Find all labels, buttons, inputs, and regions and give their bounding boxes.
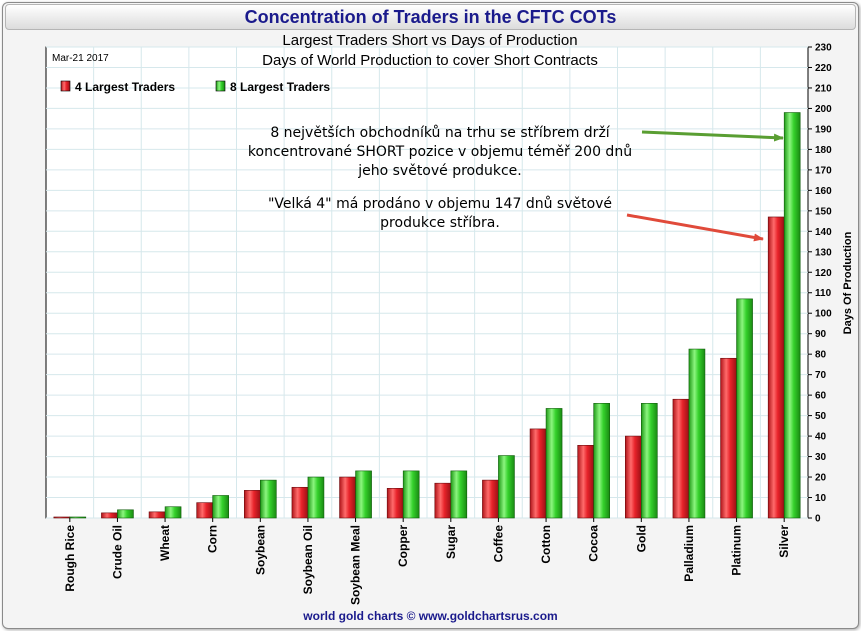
x-tick-label: Palladium [682,525,696,582]
y-tick-label: 30 [815,452,827,463]
bar-4-largest-gold [625,435,642,519]
legend-label-4-largest: 4 Largest Traders [75,80,175,94]
y-tick-label: 10 [815,493,827,504]
bar-4-largest-copper [386,488,404,519]
bar-4-largest-cotton [529,428,547,519]
y-tick-label: 20 [815,473,827,484]
y-tick-label: 230 [815,43,832,54]
y-tick-label: 180 [815,145,832,156]
legend-swatch-green [215,80,226,92]
y-tick-label: 70 [815,370,827,381]
y-tick-label: 0 [815,514,821,525]
y-tick-label: 90 [815,329,827,340]
bar-4-largest-cocoa [577,445,594,519]
footer-credit: world gold charts © www.goldchartsrus.co… [303,609,558,623]
bar-8-largest-corn [212,495,229,519]
bar-4-largest-wheat [148,511,166,519]
y-tick-label: 170 [815,165,832,176]
chart-date: Mar-21 2017 [52,53,109,64]
x-tick-label: Soybean [253,525,267,575]
y-tick-label: 150 [815,206,832,217]
bar-4-largest-soybean-oil [291,486,309,519]
y-tick-label: 140 [815,227,832,238]
chart-subtitle-1: Largest Traders Short vs Days of Product… [282,32,577,49]
annotation-4-largest: "Velká 4" má prodáno v objemu 147 dnů sv… [268,196,612,231]
bars [53,112,801,519]
bar-8-largest-silver [783,112,801,519]
bar-4-largest-palladium [672,398,690,519]
bar-8-largest-wheat [164,506,182,519]
bar-8-largest-sugar [450,470,468,519]
bar-8-largest-palladium [688,348,706,519]
legend-label-8-largest: 8 Largest Traders [230,80,330,94]
bar-8-largest-soybean [260,479,277,519]
bar-4-largest-coffee [482,479,499,519]
x-axis: Rough Rice Crude Oil Wheat Corn Soybean Soybe… [63,518,791,605]
bar-8-largest-soybean-oil [307,476,325,519]
y-tick-label: 190 [815,124,832,135]
annotation-line: produkce stříbra. [380,215,500,231]
x-tick-label: Silver [777,525,791,558]
x-tick-label: Sugar [444,525,458,559]
y-tick-label: 220 [815,63,832,74]
bar-4-largest-platinum [720,357,737,519]
y-tick-label: 160 [815,186,832,197]
x-tick-label: Cotton [539,525,553,564]
bar-4-largest-rough-rice [53,516,71,519]
x-tick-label: Cocoa [587,525,601,562]
legend-swatch-red [60,80,71,92]
annotation-line: "Velká 4" má prodáno v objemu 147 dnů sv… [268,196,612,212]
bar-8-largest-rough-rice [69,516,87,519]
x-tick-label: Copper [396,525,410,567]
x-tick-label: Corn [206,525,220,553]
chart-title: Concentration of Traders in the CFTC COT… [5,4,856,30]
annotation-8-largest: 8 největších obchodníků na trhu se stříb… [248,125,632,179]
annotation-line: jeho světové produkce. [357,163,522,179]
bar-8-largest-coffee [498,455,515,519]
bar-4-largest-crude-oil [101,512,118,519]
bar-4-largest-silver [767,216,785,519]
x-tick-label: Wheat [158,525,172,561]
y-tick-label: 110 [815,288,832,299]
y-tick-label: 60 [815,391,827,402]
x-tick-label: Rough Rice [63,525,77,592]
y-axis: 0 10 20 30 40 50 60 70 80 90 100 110 120 130 140 150 160… [808,43,832,525]
y-tick-label: 200 [815,104,832,115]
bar-8-largest-cocoa [593,403,610,519]
x-tick-label: Platinum [730,525,744,576]
x-tick-label: Soybean Oil [301,525,315,594]
bar-8-largest-copper [402,470,420,519]
annotation-arrow-red [626,213,764,242]
x-tick-label: Crude Oil [110,525,124,579]
bar-8-largest-cotton [545,408,563,519]
y-tick-label: 130 [815,247,832,258]
bar-4-largest-soybean [244,490,261,519]
y-tick-label: 120 [815,268,832,279]
y-tick-label: 50 [815,411,827,422]
annotation-arrow-green [641,130,784,142]
bar-4-largest-corn [196,502,213,519]
x-tick-label: Gold [634,525,648,552]
chart-subtitle-2: Days of World Production to cover Short … [262,52,598,69]
bar-8-largest-crude-oil [117,509,134,519]
bar-8-largest-soybean-meal [355,470,372,519]
bar-4-largest-sugar [434,482,452,519]
annotation-line: koncentrované SHORT pozice v objemu témě… [248,144,632,160]
y-tick-label: 100 [815,309,832,320]
y-tick-label: 80 [815,350,827,361]
bar-8-largest-gold [641,403,658,519]
y-axis-label: Days Of Production [842,231,854,334]
legend: 4 Largest Traders 8 Largest Traders [60,80,330,94]
x-tick-label: Soybean Meal [349,525,363,605]
y-tick-label: 210 [815,83,832,94]
y-tick-label: 40 [815,432,827,443]
annotation-line: 8 největších obchodníků na trhu se stříb… [270,125,610,141]
bar-4-largest-soybean-meal [339,476,356,519]
bar-8-largest-platinum [736,298,753,519]
x-tick-label: Coffee [491,525,505,563]
